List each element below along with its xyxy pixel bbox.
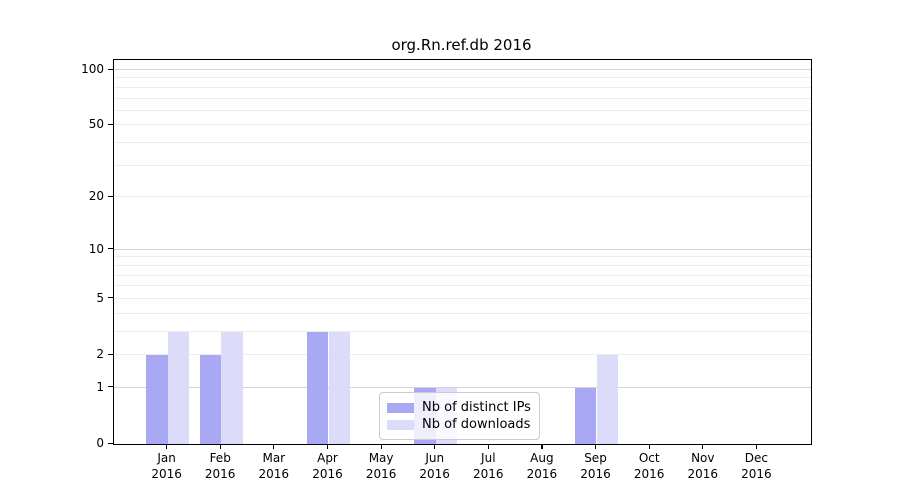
y-tick-label-0: 0 xyxy=(96,436,104,450)
x-tick-mark-sep xyxy=(595,444,597,449)
gridline-8 xyxy=(114,264,811,266)
bar-distinct-ips-sep xyxy=(575,387,597,444)
y-tick-mark-100 xyxy=(108,68,113,70)
x-tick-label-jul: Jul 2016 xyxy=(458,450,518,482)
x-tick-year: 2016 xyxy=(526,467,558,481)
x-tick-year: 2016 xyxy=(473,467,504,481)
gridline-70 xyxy=(114,97,811,99)
x-tick-label-feb: Feb 2016 xyxy=(190,450,250,482)
y-tick-label-2: 2 xyxy=(96,347,104,361)
x-tick-mark-dec xyxy=(755,444,758,449)
legend-label-distinct-ips: Nb of distinct IPs xyxy=(422,400,531,415)
gridline-20 xyxy=(114,196,811,198)
x-tick-label-sep: Sep 2016 xyxy=(566,450,626,482)
legend-swatch-downloads-icon xyxy=(387,419,414,430)
x-tick-year: 2016 xyxy=(258,467,290,481)
x-tick-label-mar: Mar 2016 xyxy=(244,450,304,482)
bar-distinct-ips-apr xyxy=(307,331,329,444)
x-tick-label-dec: Dec 2016 xyxy=(726,450,786,482)
x-tick-year: 2016 xyxy=(151,467,182,481)
x-tick-mark-may xyxy=(380,444,382,449)
x-tick-mark-aug xyxy=(541,444,543,449)
x-tick-mark-jul xyxy=(487,444,489,449)
x-tick-year: 2016 xyxy=(687,467,719,481)
y-tick-mark-0 xyxy=(108,442,113,444)
gridline-9 xyxy=(114,256,811,258)
x-tick-year: 2016 xyxy=(580,467,611,481)
y-tick-label-100: 100 xyxy=(81,62,104,76)
legend-entry-distinct-ips: Nb of distinct IPs xyxy=(387,400,531,415)
bar-distinct-ips-jan xyxy=(146,355,168,444)
gridline-7 xyxy=(114,274,811,276)
x-tick-year: 2016 xyxy=(633,467,665,481)
y-tick-mark-50 xyxy=(108,123,113,126)
gridline-6 xyxy=(114,285,811,287)
x-tick-year: 2016 xyxy=(365,467,397,481)
gridline-4 xyxy=(114,312,811,314)
gridline-10 xyxy=(114,248,811,250)
y-tick-label-1: 1 xyxy=(96,379,104,394)
gridline-80 xyxy=(114,86,811,88)
gridline-60 xyxy=(114,109,811,111)
x-tick-year: 2016 xyxy=(741,467,772,481)
legend: Nb of distinct IPs Nb of downloads xyxy=(379,392,540,440)
x-tick-year: 2016 xyxy=(419,467,450,481)
x-tick-mark-oct xyxy=(648,444,650,449)
x-tick-mark-apr xyxy=(327,444,329,449)
bar-downloads-feb xyxy=(221,331,243,444)
x-tick-label-aug: Aug 2016 xyxy=(512,450,572,482)
bar-downloads-jan xyxy=(167,331,189,444)
x-tick-mark-feb xyxy=(219,444,221,449)
y-tick-mark-10 xyxy=(108,248,113,250)
x-tick-label-apr: Apr 2016 xyxy=(298,450,358,482)
y-tick-label-5: 5 xyxy=(96,290,104,305)
y-tick-mark-5 xyxy=(108,297,113,299)
x-tick-mark-jun xyxy=(434,444,436,449)
x-tick-label-may: May 2016 xyxy=(351,450,411,482)
bar-downloads-sep xyxy=(596,355,618,444)
legend-swatch-distinct-ips-icon xyxy=(387,402,414,413)
x-tick-year: 2016 xyxy=(312,467,343,481)
y-tick-mark-20 xyxy=(108,195,113,197)
legend-label-downloads: Nb of downloads xyxy=(422,417,531,432)
bar-downloads-apr xyxy=(328,331,350,444)
gridline-2 xyxy=(114,354,811,355)
chart-title: org.Rn.ref.db 2016 xyxy=(391,36,532,54)
x-tick-label-jan: Jan 2016 xyxy=(137,450,197,482)
plot-area: Nb of distinct IPs Nb of downloads xyxy=(113,59,812,445)
x-tick-year: 2016 xyxy=(204,467,236,481)
x-tick-mark-nov xyxy=(702,444,704,449)
bar-distinct-ips-feb xyxy=(199,355,222,444)
y-tick-mark-1 xyxy=(108,386,113,388)
y-tick-label-20: 20 xyxy=(88,189,104,204)
x-tick-label-jun: Jun 2016 xyxy=(405,450,465,482)
gridline-3 xyxy=(114,330,811,332)
legend-entry-downloads: Nb of downloads xyxy=(387,417,531,432)
gridline-90 xyxy=(114,77,811,79)
x-tick-label-oct: Oct 2016 xyxy=(619,450,679,482)
gridline-1 xyxy=(114,386,811,388)
x-tick-mark-jan xyxy=(166,444,168,449)
gridline-100 xyxy=(114,69,811,70)
x-tick-mark-mar xyxy=(273,444,275,449)
gridline-40 xyxy=(114,142,811,144)
x-tick-label-nov: Nov 2016 xyxy=(673,450,733,482)
gridline-50 xyxy=(114,124,811,126)
y-tick-label-50: 50 xyxy=(88,117,104,132)
y-tick-mark-2 xyxy=(108,353,113,355)
gridline-5 xyxy=(114,297,811,299)
gridline-30 xyxy=(114,164,811,166)
y-tick-label-10: 10 xyxy=(88,241,104,256)
